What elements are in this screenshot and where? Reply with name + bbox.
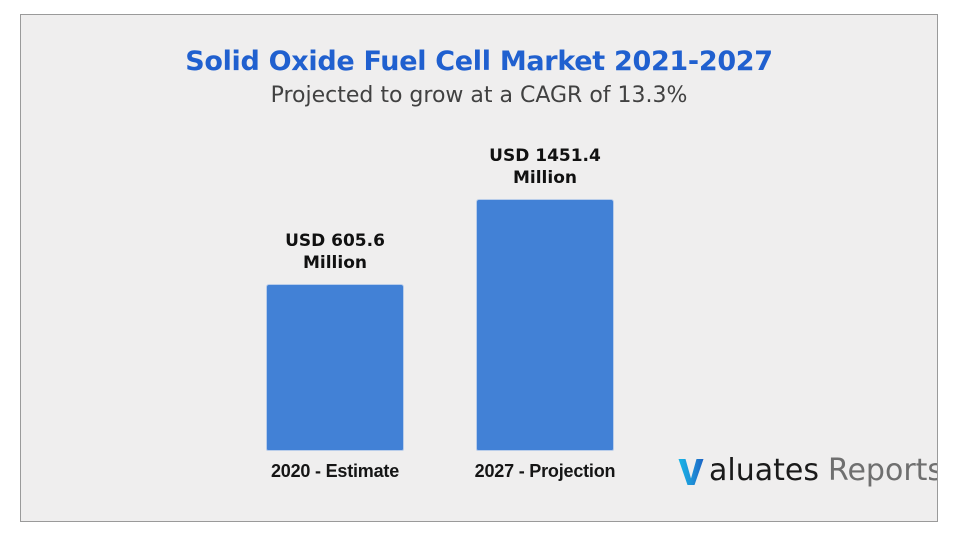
bar-rect[interactable]	[476, 199, 614, 451]
bar-data-label: USD 1451.4 Million	[489, 146, 601, 188]
bar-group: USD 1451.4 Million 2027 - Projection	[475, 146, 616, 481]
bar-data-label: USD 605.6 Million	[285, 231, 385, 273]
chart-frame: Solid Oxide Fuel Cell Market 2021-2027 P…	[20, 14, 938, 522]
category-label: 2027 - Projection	[474, 461, 616, 481]
chart-header: Solid Oxide Fuel Cell Market 2021-2027 P…	[21, 45, 937, 111]
chart-subtitle: Projected to grow at a CAGR of 13.3%	[270, 83, 688, 108]
bar-rect[interactable]	[266, 284, 404, 451]
chart-title: Solid Oxide Fuel Cell Market 2021-2027	[185, 46, 773, 77]
v-logo-icon	[678, 459, 704, 485]
brand-name-secondary: Reports	[827, 453, 938, 488]
bar-group: USD 605.6 Million 2020 - Estimate	[266, 231, 404, 481]
plot-area: USD 605.6 Million 2020 - Estimate USD 14…	[21, 15, 937, 521]
brand-logo: aluates Reports	[676, 449, 938, 493]
brand-name-primary: aluates	[709, 453, 819, 488]
category-label: 2020 - Estimate	[270, 461, 400, 481]
